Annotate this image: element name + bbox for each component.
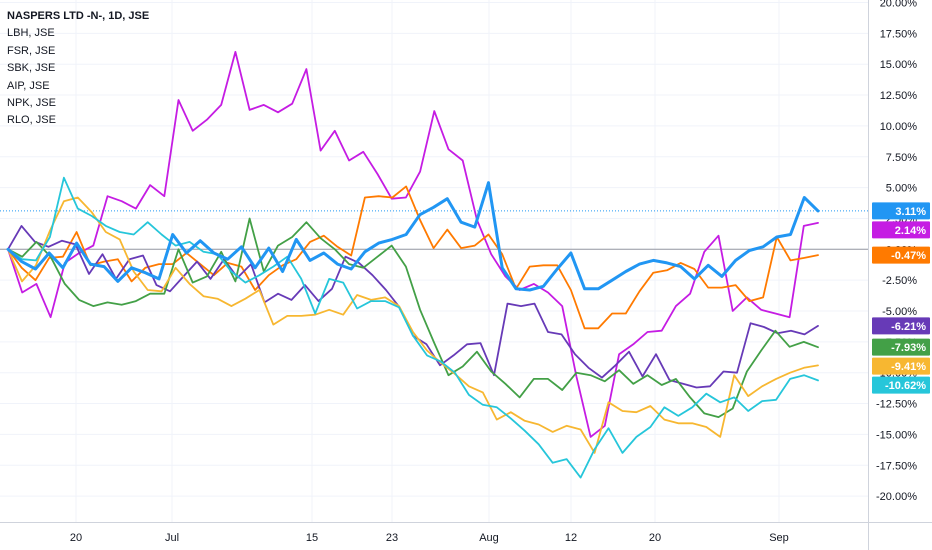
x-tick-label: Aug: [479, 532, 499, 544]
legend-item-sbk: SBK, JSE: [7, 62, 56, 75]
value-label: 3.11%: [895, 206, 926, 218]
y-tick-label: -12.50%: [876, 399, 917, 411]
series-line: [7, 176, 819, 479]
value-label-box: [872, 221, 930, 239]
value-label-box: [872, 246, 930, 264]
value-label: -6.21%: [891, 321, 926, 333]
x-tick-label: 20: [649, 532, 661, 544]
x-tick-label: 23: [386, 532, 398, 544]
grid-lines: [0, 0, 868, 522]
x-tick-label: Sep: [769, 532, 789, 544]
value-label: -0.47%: [891, 250, 926, 262]
y-tick-label: 10.00%: [880, 121, 918, 133]
y-tick-label: -5.00%: [882, 306, 917, 318]
y-tick-label: -17.50%: [876, 460, 917, 472]
x-tick-label: Jul: [165, 532, 179, 544]
y-tick-label: 5.00%: [886, 183, 917, 195]
y-tick-label: 20.00%: [880, 0, 918, 10]
y-tick-label: 17.50%: [880, 28, 918, 40]
value-label-box: [872, 202, 930, 220]
legend-item-npk: NPK, JSE: [7, 97, 56, 110]
series-lines: [6, 51, 820, 479]
x-tick-label: 12: [565, 532, 577, 544]
x-tick-label: 20: [70, 532, 82, 544]
y-tick-label: 12.50%: [880, 90, 918, 102]
value-label: 2.14%: [895, 225, 926, 237]
legend-item-rlo: RLO, JSE: [7, 114, 56, 127]
x-tick-label: 15: [306, 532, 318, 544]
x-axis[interactable]: 20 Jul 15 23 Aug 12 20 Sep: [0, 522, 932, 545]
y-tick-label: -15.00%: [876, 429, 917, 441]
y-tick-label: -20.00%: [876, 491, 917, 503]
legend-item-lbh: LBH, JSE: [7, 27, 55, 40]
series-line: [7, 224, 819, 389]
y-axis[interactable]: 20.00% 17.50% 15.00% 12.50% 10.00% 7.50% 5.00%…: [868, 0, 918, 550]
y-tick-label: 7.50%: [886, 152, 917, 164]
value-label-box: [872, 376, 930, 394]
series-line: [7, 185, 819, 330]
chart-title: NASPERS LTD -N-, 1D, JSE: [7, 10, 150, 22]
reference-lines: [0, 210, 868, 250]
legend-item-fsr: FSR, JSE: [7, 44, 56, 57]
series-line: [7, 196, 819, 454]
legend-item-aip: AIP, JSE: [7, 79, 50, 92]
chart-legend: NASPERS LTD -N-, 1D, JSE LBH, JSE FSR, J…: [7, 8, 149, 130]
series-line: [7, 217, 819, 419]
value-label-box: [872, 338, 930, 356]
value-label-box: [872, 357, 930, 375]
series-value-labels: 3.11% 2.14% -0.47% -6.21% -7.93% -9.41% -10.62…: [872, 202, 930, 394]
value-label-box: [872, 317, 930, 335]
value-label: -9.41%: [891, 361, 926, 373]
value-label: -10.62%: [885, 380, 926, 392]
series-line: [6, 181, 820, 292]
value-label: -7.93%: [891, 342, 926, 354]
y-tick-label: 15.00%: [880, 59, 918, 71]
y-tick-label: -2.50%: [882, 275, 917, 287]
series-line: [7, 51, 819, 438]
